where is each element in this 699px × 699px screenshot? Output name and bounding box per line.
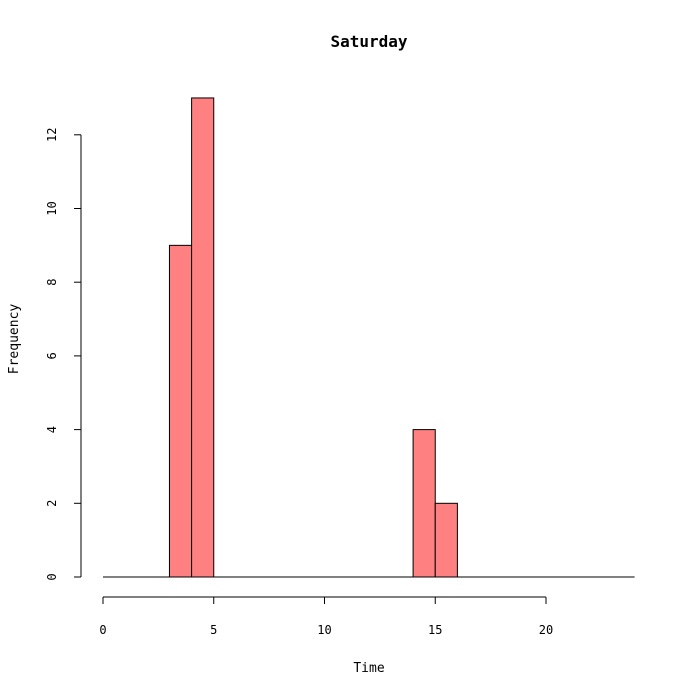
- x-axis: 0 5 10 15 20: [99, 596, 553, 637]
- y-tick-label: 12: [45, 128, 59, 142]
- x-tick-label: 20: [539, 623, 553, 637]
- y-tick-label: 8: [45, 279, 59, 286]
- x-tick-label: 10: [317, 623, 331, 637]
- histogram-bar: [434, 502, 458, 578]
- y-tick-label: 10: [45, 201, 59, 215]
- y-tick-label: 4: [45, 426, 59, 433]
- y-tick-label: 6: [45, 352, 59, 359]
- y-tick-label: 2: [45, 500, 59, 507]
- x-axis-label: Time: [353, 661, 384, 676]
- y-tick-label: 0: [45, 573, 59, 580]
- histogram-bar: [191, 97, 215, 578]
- y-axis: 0 2 4 6 8 10 12: [45, 128, 82, 581]
- histogram-bar: [168, 244, 193, 578]
- x-tick-label: 5: [210, 623, 217, 637]
- x-tick-label: 15: [428, 623, 442, 637]
- chart-title: Saturday: [330, 32, 407, 51]
- y-axis-label: Frequency: [7, 304, 22, 375]
- bars-layer: [168, 97, 458, 578]
- x-tick-label: 0: [99, 623, 106, 637]
- histogram-bar: [412, 429, 436, 578]
